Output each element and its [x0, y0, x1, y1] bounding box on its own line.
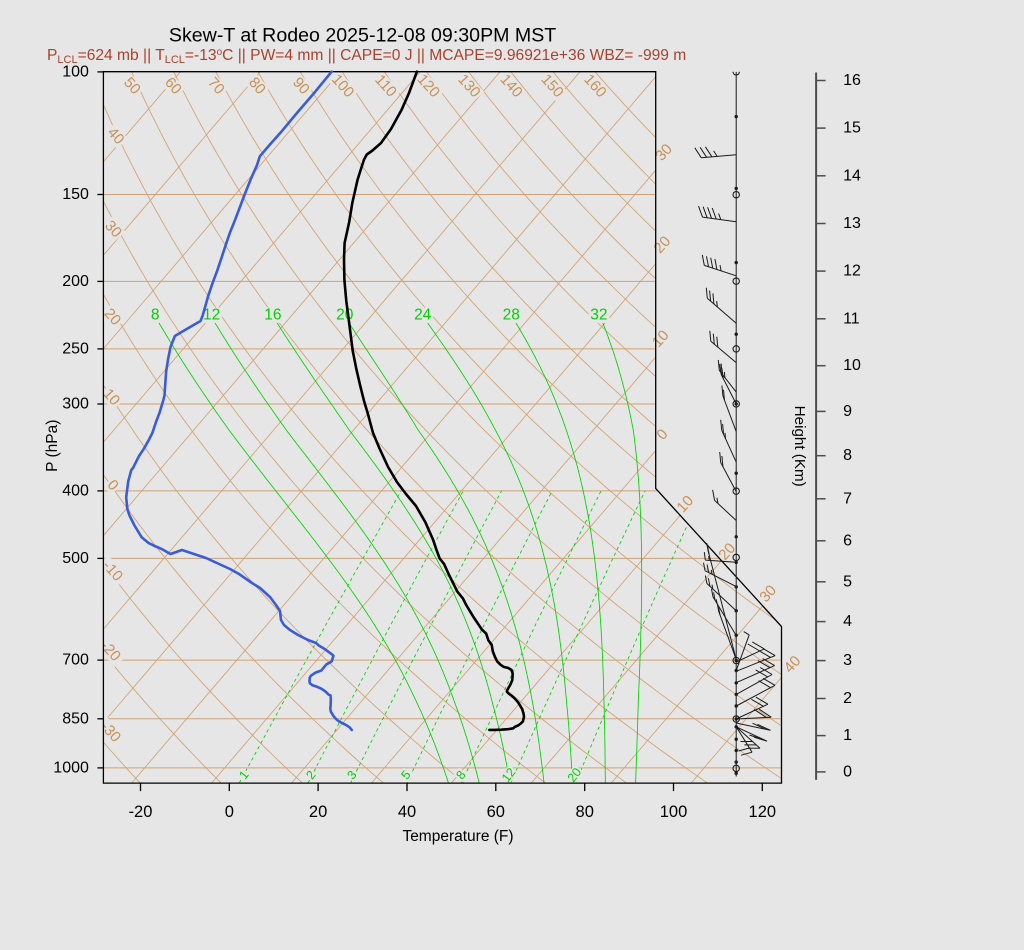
svg-text:PLCL=624 mb || TLCL=-13oC || P: PLCL=624 mb || TLCL=-13oC || PW=4 mm || …: [47, 47, 686, 66]
svg-text:Temperature (F): Temperature (F): [402, 828, 513, 845]
svg-text:120: 120: [749, 803, 777, 821]
svg-text:9: 9: [843, 403, 852, 420]
svg-text:500: 500: [62, 550, 89, 567]
svg-text:2: 2: [843, 690, 852, 707]
svg-text:150: 150: [62, 186, 89, 203]
svg-text:13: 13: [843, 215, 861, 232]
svg-text:8: 8: [843, 447, 852, 464]
svg-text:-20: -20: [129, 803, 153, 821]
svg-text:15: 15: [843, 120, 861, 137]
svg-text:Height (Km): Height (Km): [791, 406, 808, 487]
svg-text:7: 7: [843, 490, 852, 507]
svg-text:100: 100: [62, 63, 89, 80]
svg-text:12: 12: [203, 307, 220, 324]
svg-text:10: 10: [843, 357, 861, 374]
svg-text:P (hPa): P (hPa): [44, 420, 61, 472]
svg-text:20: 20: [336, 307, 354, 324]
svg-text:16: 16: [843, 72, 861, 89]
svg-text:0: 0: [225, 803, 234, 821]
svg-text:6: 6: [843, 532, 852, 549]
svg-text:16: 16: [264, 307, 281, 324]
svg-text:11: 11: [843, 310, 860, 327]
svg-text:14: 14: [843, 167, 861, 184]
svg-text:80: 80: [576, 803, 594, 821]
svg-text:700: 700: [62, 652, 89, 669]
svg-text:1000: 1000: [53, 759, 89, 776]
svg-text:100: 100: [660, 803, 688, 821]
svg-text:40: 40: [398, 803, 416, 821]
svg-text:8: 8: [151, 307, 160, 324]
svg-text:24: 24: [414, 307, 432, 324]
svg-text:60: 60: [487, 803, 505, 821]
svg-text:3: 3: [843, 652, 852, 669]
svg-text:32: 32: [590, 307, 607, 324]
svg-text:200: 200: [62, 273, 89, 290]
svg-text:300: 300: [62, 396, 89, 413]
svg-text:Skew-T at Rodeo 2025-12-08 09:: Skew-T at Rodeo 2025-12-08 09:30PM MST: [169, 24, 556, 46]
svg-text:1: 1: [843, 727, 852, 744]
svg-text:400: 400: [62, 482, 89, 499]
svg-text:20: 20: [565, 765, 585, 785]
svg-text:12: 12: [499, 765, 519, 785]
svg-text:12: 12: [843, 263, 861, 280]
svg-text:4: 4: [843, 613, 852, 630]
svg-text:28: 28: [503, 307, 520, 324]
svg-text:850: 850: [62, 710, 89, 727]
svg-text:0: 0: [843, 763, 852, 780]
svg-text:20: 20: [309, 803, 327, 821]
svg-text:250: 250: [62, 340, 89, 357]
svg-text:5: 5: [843, 573, 852, 590]
